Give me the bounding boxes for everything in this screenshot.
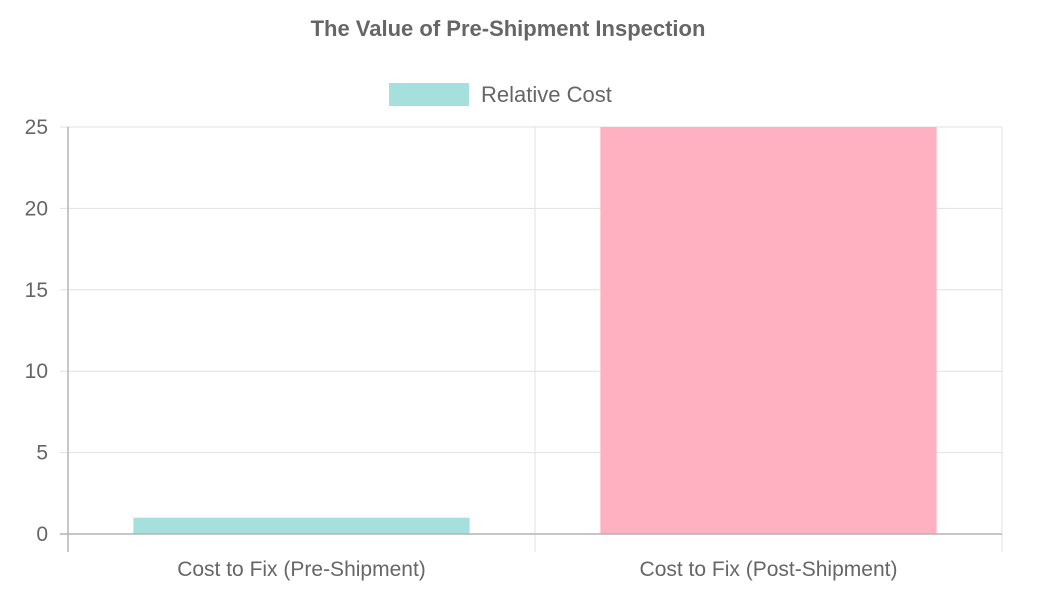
y-tick-label-10: 10: [25, 360, 48, 383]
x-tick-label-2: Cost to Fix (Post-Shipment): [640, 558, 898, 581]
x-axis-ticks: Cost to Fix (Pre-Shipment) Cost to Fix (P…: [177, 558, 897, 581]
bar-2[interactable]: [600, 127, 937, 534]
legend[interactable]: Relative Cost: [389, 82, 612, 107]
legend-label-relative-cost: Relative Cost: [481, 82, 612, 107]
y-tick-label-15: 15: [25, 279, 48, 302]
x-tick-label-1: Cost to Fix (Pre-Shipment): [177, 558, 426, 581]
y-tick-label-25: 25: [25, 116, 48, 139]
bar-1[interactable]: [133, 517, 470, 534]
axes: [60, 127, 1002, 552]
y-tick-label-0: 0: [36, 523, 48, 546]
legend-swatch: [389, 83, 469, 106]
y-axis-ticks: 0 5 10 15 20 25: [25, 116, 48, 546]
chart-title: The Value of Pre-Shipment Inspection: [311, 16, 706, 41]
bars: [133, 127, 937, 534]
y-tick-label-5: 5: [36, 442, 48, 465]
y-tick-label-20: 20: [25, 197, 48, 220]
